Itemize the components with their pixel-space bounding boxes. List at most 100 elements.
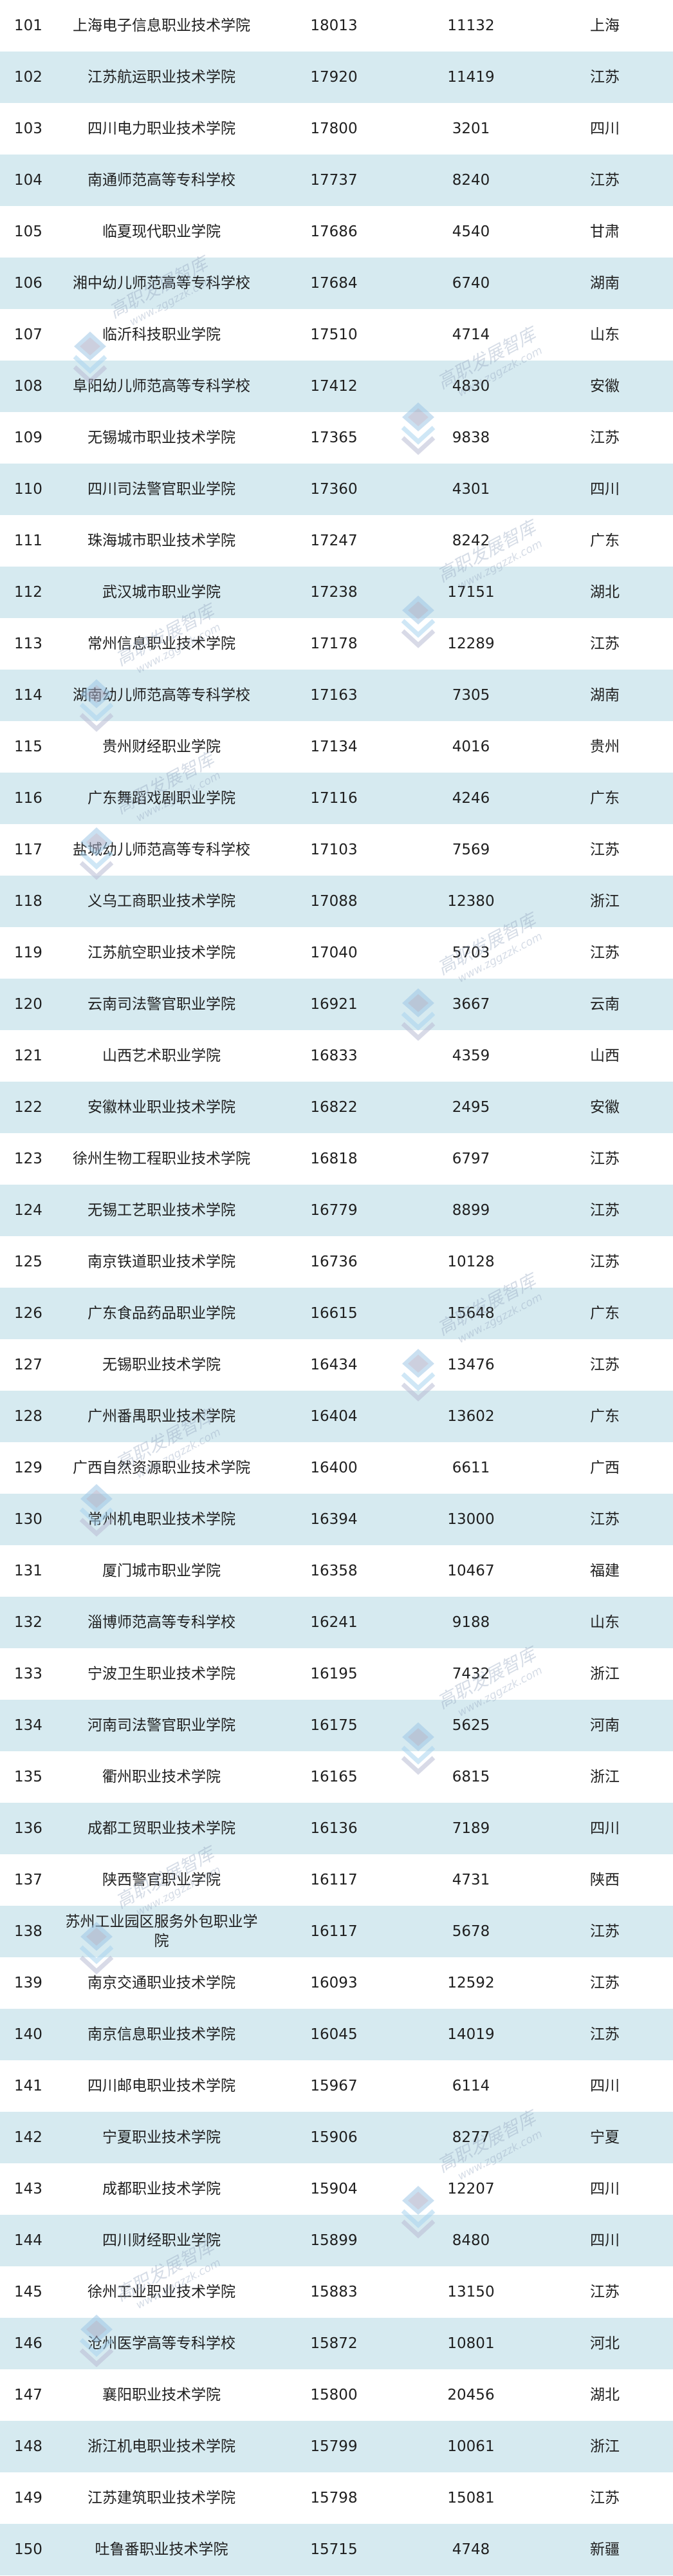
table-row: 129 广西自然资源职业技术学院 16400 6611 广西 bbox=[0, 1442, 673, 1494]
value1-cell: 16358 bbox=[310, 1563, 358, 1579]
value1-cell: 16093 bbox=[310, 1975, 358, 1991]
value2-cell: 8480 bbox=[452, 2232, 490, 2249]
table-row: 146 沧州医学高等专科学校 15872 10801 河北 bbox=[0, 2318, 673, 2369]
table-row: 116 广东舞蹈戏剧职业学院 17116 4246 广东 bbox=[0, 773, 673, 824]
rank-cell: 131 bbox=[14, 1563, 42, 1579]
school-name-cell: 四川邮电职业技术学院 bbox=[88, 2078, 235, 2094]
table-row: 136 成都工贸职业技术学院 16136 7189 四川 bbox=[0, 1803, 673, 1854]
province-cell: 四川 bbox=[590, 2078, 620, 2094]
value1-cell: 17412 bbox=[310, 378, 358, 395]
school-name-cell: 珠海城市职业技术学院 bbox=[88, 532, 235, 549]
value1-cell: 16241 bbox=[310, 1614, 358, 1631]
rank-cell: 128 bbox=[14, 1408, 42, 1425]
value1-cell: 16400 bbox=[310, 1460, 358, 1476]
school-name-cell: 四川司法警官职业学院 bbox=[88, 481, 235, 498]
rank-cell: 137 bbox=[14, 1872, 42, 1888]
value1-cell: 17238 bbox=[310, 584, 358, 601]
value1-cell: 17163 bbox=[310, 687, 358, 704]
value1-cell: 16615 bbox=[310, 1305, 358, 1322]
value2-cell: 6611 bbox=[452, 1460, 490, 1476]
rank-cell: 110 bbox=[14, 481, 42, 498]
value2-cell: 7305 bbox=[452, 687, 490, 704]
province-cell: 山西 bbox=[590, 1048, 620, 1064]
province-cell: 福建 bbox=[590, 1563, 620, 1579]
province-cell: 四川 bbox=[590, 2181, 620, 2197]
value2-cell: 8899 bbox=[452, 1202, 490, 1219]
school-name-cell: 四川电力职业技术学院 bbox=[88, 120, 235, 137]
province-cell: 山东 bbox=[590, 326, 620, 343]
rank-cell: 146 bbox=[14, 2335, 42, 2352]
school-name-cell: 阜阳幼儿师范高等专科学校 bbox=[73, 378, 250, 395]
province-cell: 江苏 bbox=[590, 635, 620, 652]
province-cell: 陕西 bbox=[590, 1872, 620, 1888]
province-cell: 江苏 bbox=[590, 1923, 620, 1940]
table-row: 112 武汉城市职业学院 17238 17151 湖北 bbox=[0, 567, 673, 618]
province-cell: 河北 bbox=[590, 2335, 620, 2352]
school-name-cell: 云南司法警官职业学院 bbox=[88, 996, 235, 1013]
school-name-cell: 安徽林业职业技术学院 bbox=[88, 1099, 235, 1116]
value2-cell: 20456 bbox=[447, 2387, 495, 2403]
school-name-cell: 南通师范高等专科学校 bbox=[88, 172, 235, 189]
school-name-cell: 江苏建筑职业技术学院 bbox=[88, 2490, 235, 2506]
table-row: 126 广东食品药品职业学院 16615 15648 广东 bbox=[0, 1288, 673, 1339]
value2-cell: 7569 bbox=[452, 841, 490, 858]
rank-cell: 148 bbox=[14, 2438, 42, 2455]
table-row: 138 苏州工业园区服务外包职业学院 16117 5678 江苏 bbox=[0, 1906, 673, 1957]
value2-cell: 12289 bbox=[447, 635, 495, 652]
table-row: 102 江苏航运职业技术学院 17920 11419 江苏 bbox=[0, 52, 673, 103]
rank-cell: 134 bbox=[14, 1717, 42, 1734]
province-cell: 云南 bbox=[590, 996, 620, 1013]
table-row: 119 江苏航空职业技术学院 17040 5703 江苏 bbox=[0, 927, 673, 979]
school-name-cell: 无锡职业技术学院 bbox=[102, 1357, 221, 1373]
value2-cell: 4540 bbox=[452, 223, 490, 240]
rank-cell: 104 bbox=[14, 172, 42, 189]
value1-cell: 16394 bbox=[310, 1511, 358, 1528]
rank-cell: 121 bbox=[14, 1048, 42, 1064]
value2-cell: 8277 bbox=[452, 2129, 490, 2146]
value2-cell: 4731 bbox=[452, 1872, 490, 1888]
school-name-cell: 淄博师范高等专科学校 bbox=[88, 1614, 235, 1631]
school-name-cell: 广东食品药品职业学院 bbox=[88, 1305, 235, 1322]
rank-cell: 127 bbox=[14, 1357, 42, 1373]
value1-cell: 17365 bbox=[310, 429, 358, 446]
rank-cell: 139 bbox=[14, 1975, 42, 1991]
table-row: 117 盐城幼儿师范高等专科学校 17103 7569 江苏 bbox=[0, 824, 673, 876]
school-name-cell: 吐鲁番职业技术学院 bbox=[95, 2541, 228, 2558]
province-cell: 江苏 bbox=[590, 2284, 620, 2300]
province-cell: 安徽 bbox=[590, 378, 620, 395]
table-row: 149 江苏建筑职业技术学院 15798 15081 江苏 bbox=[0, 2472, 673, 2524]
table-row: 110 四川司法警官职业学院 17360 4301 四川 bbox=[0, 464, 673, 515]
table-row: 122 安徽林业职业技术学院 16822 2495 安徽 bbox=[0, 1082, 673, 1133]
value1-cell: 17040 bbox=[310, 945, 358, 961]
table-row: 142 宁夏职业技术学院 15906 8277 宁夏 bbox=[0, 2112, 673, 2163]
rank-cell: 123 bbox=[14, 1151, 42, 1167]
value1-cell: 16818 bbox=[310, 1151, 358, 1167]
rank-cell: 124 bbox=[14, 1202, 42, 1219]
school-name-cell: 临沂科技职业学院 bbox=[102, 326, 221, 343]
value1-cell: 17178 bbox=[310, 635, 358, 652]
province-cell: 新疆 bbox=[590, 2541, 620, 2558]
value2-cell: 2495 bbox=[452, 1099, 490, 1116]
province-cell: 江苏 bbox=[590, 2490, 620, 2506]
province-cell: 上海 bbox=[590, 17, 620, 34]
province-cell: 湖北 bbox=[590, 2387, 620, 2403]
school-name-cell: 江苏航运职业技术学院 bbox=[88, 69, 235, 86]
rank-cell: 109 bbox=[14, 429, 42, 446]
value1-cell: 16165 bbox=[310, 1769, 358, 1785]
value2-cell: 10061 bbox=[447, 2438, 495, 2455]
value1-cell: 17686 bbox=[310, 223, 358, 240]
school-name-cell: 南京交通职业技术学院 bbox=[88, 1975, 235, 1991]
value2-cell: 6740 bbox=[452, 275, 490, 292]
rank-cell: 125 bbox=[14, 1254, 42, 1270]
value2-cell: 4830 bbox=[452, 378, 490, 395]
value2-cell: 8240 bbox=[452, 172, 490, 189]
value2-cell: 10467 bbox=[447, 1563, 495, 1579]
province-cell: 四川 bbox=[590, 120, 620, 137]
rank-cell: 142 bbox=[14, 2129, 42, 2146]
value1-cell: 17247 bbox=[310, 532, 358, 549]
province-cell: 浙江 bbox=[590, 1769, 620, 1785]
value1-cell: 16822 bbox=[310, 1099, 358, 1116]
province-cell: 山东 bbox=[590, 1614, 620, 1631]
table-row: 140 南京信息职业技术学院 16045 14019 江苏 bbox=[0, 2009, 673, 2060]
table-row: 128 广州番禺职业技术学院 16404 13602 广东 bbox=[0, 1391, 673, 1442]
